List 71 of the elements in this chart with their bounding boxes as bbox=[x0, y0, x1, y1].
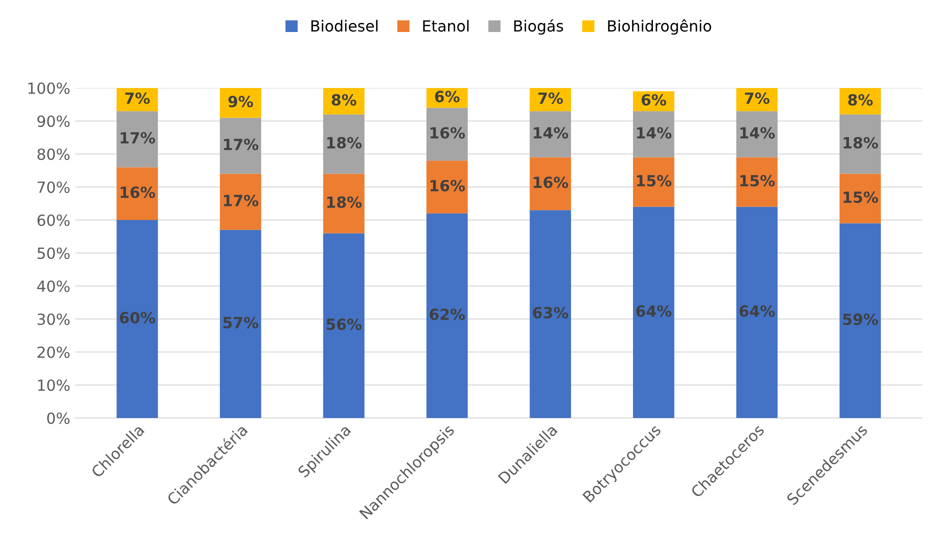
data-label: 60% bbox=[120, 312, 156, 324]
y-tick-label: 70% bbox=[38, 181, 70, 194]
data-label: 7% bbox=[744, 92, 770, 104]
y-tick-label: 90% bbox=[37, 115, 70, 128]
bar bbox=[530, 157, 572, 210]
data-label: 18% bbox=[327, 196, 362, 208]
data-label: 16% bbox=[430, 180, 465, 192]
bar bbox=[323, 233, 364, 418]
data-label: 9% bbox=[228, 96, 254, 108]
bar bbox=[323, 114, 364, 174]
bar bbox=[736, 111, 778, 158]
bar bbox=[116, 167, 158, 220]
y-tick-label: 0% bbox=[47, 412, 70, 424]
data-label: 17% bbox=[224, 194, 258, 206]
bar bbox=[220, 118, 262, 174]
data-label: 17% bbox=[120, 132, 156, 144]
bar bbox=[530, 111, 572, 158]
data-label: 7% bbox=[125, 92, 150, 104]
data-label: 8% bbox=[848, 94, 873, 106]
data-label: 59% bbox=[843, 314, 878, 326]
bar bbox=[426, 213, 468, 418]
bar bbox=[323, 174, 364, 234]
y-tick-label: 60% bbox=[38, 214, 70, 226]
bar bbox=[116, 111, 158, 168]
bar bbox=[840, 223, 881, 418]
bar bbox=[220, 174, 262, 230]
bar bbox=[840, 114, 881, 174]
bar bbox=[632, 157, 674, 207]
bar bbox=[632, 111, 674, 158]
y-tick-label: 20% bbox=[38, 346, 70, 358]
data-label: 6% bbox=[435, 90, 460, 102]
data-label: 16% bbox=[430, 127, 465, 139]
data-label: 18% bbox=[327, 136, 362, 149]
data-label: 56% bbox=[326, 318, 362, 330]
data-label: 15% bbox=[844, 191, 878, 203]
bar bbox=[220, 230, 262, 418]
data-label: 14% bbox=[534, 127, 568, 139]
bar bbox=[530, 210, 572, 418]
data-label: 17% bbox=[224, 138, 258, 150]
data-label: 14% bbox=[740, 127, 775, 139]
data-label: 15% bbox=[740, 174, 775, 186]
data-label: 16% bbox=[534, 176, 568, 188]
data-label: 7% bbox=[538, 92, 563, 104]
bar bbox=[426, 160, 468, 214]
bar bbox=[426, 108, 468, 161]
y-tick-label: 10% bbox=[38, 379, 70, 392]
legend-label: Biogás bbox=[514, 19, 564, 35]
data-label: 14% bbox=[637, 127, 672, 139]
data-label: 64% bbox=[740, 305, 775, 317]
bar bbox=[840, 174, 881, 224]
data-label: 63% bbox=[533, 306, 568, 318]
y-tick-label: 30% bbox=[38, 313, 70, 326]
y-tick-label: 50% bbox=[38, 247, 70, 260]
data-label: 57% bbox=[223, 316, 258, 328]
y-tick-label: 80% bbox=[38, 148, 70, 160]
data-label: 8% bbox=[332, 94, 356, 106]
bar bbox=[736, 157, 778, 207]
data-label: 15% bbox=[637, 174, 672, 186]
y-tick-label: 100% bbox=[28, 82, 70, 94]
y-tick-label: 40% bbox=[37, 280, 70, 292]
data-label: 6% bbox=[642, 94, 666, 106]
data-label: 16% bbox=[120, 186, 156, 198]
legend-label: Biodiesel bbox=[311, 20, 378, 32]
data-label: 18% bbox=[844, 136, 878, 149]
legend-label: Etanol bbox=[423, 20, 469, 32]
data-label: 62% bbox=[430, 308, 465, 320]
bar bbox=[116, 220, 158, 418]
data-label: 64% bbox=[636, 305, 672, 317]
bar bbox=[736, 206, 778, 418]
bar bbox=[632, 206, 674, 418]
legend-label: Biohidrogênio bbox=[608, 19, 712, 35]
